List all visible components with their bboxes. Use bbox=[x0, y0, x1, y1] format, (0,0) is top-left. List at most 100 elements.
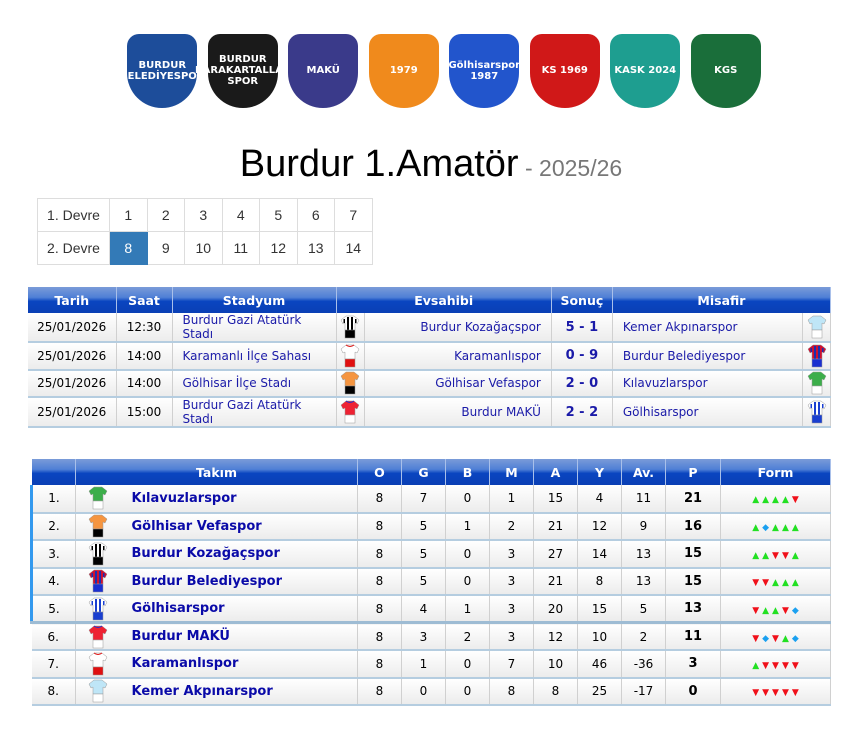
stadium-link[interactable]: Karamanlı İlçe Sahası bbox=[172, 342, 337, 371]
week-link[interactable]: 12 bbox=[259, 231, 298, 265]
points: 15 bbox=[665, 567, 721, 596]
draw-diamond-icon: ◆ bbox=[762, 633, 770, 644]
loss-down-icon: ▼ bbox=[772, 688, 779, 699]
stat-b: 0 bbox=[445, 540, 490, 569]
week-link[interactable]: 4 bbox=[221, 198, 260, 232]
week-link[interactable]: 14 bbox=[334, 231, 373, 265]
stat-o: 8 bbox=[357, 485, 402, 514]
team-kit-icon bbox=[75, 485, 120, 514]
col-stadium: Stadyum bbox=[172, 287, 337, 313]
away-team-link[interactable]: Kemer Akpınarspor bbox=[612, 313, 804, 343]
match-result[interactable]: 0 - 9 bbox=[551, 342, 613, 371]
points: 0 bbox=[665, 677, 721, 706]
club-logo: BURDUR KARAKARTALLAR SPOR bbox=[195, 28, 291, 113]
team-link[interactable]: Burdur Kozağaçspor bbox=[119, 540, 358, 569]
stadium-link[interactable]: Burdur Gazi Atatürk Stadı bbox=[172, 313, 337, 343]
stat-g: 0 bbox=[401, 677, 446, 706]
home-team-link[interactable]: Gölhisar Vefaspor bbox=[364, 369, 552, 398]
week-link[interactable]: 9 bbox=[146, 231, 185, 265]
form-indicators: ▼ ▼ ▼ ▼ ▼ bbox=[720, 677, 831, 706]
club-logo: BURDUR BELEDİYESPOR bbox=[120, 28, 205, 113]
team-kit-icon bbox=[75, 567, 120, 596]
col-goal-diff: Av. bbox=[621, 459, 666, 485]
team-link[interactable]: Burdur MAKÜ bbox=[119, 622, 358, 651]
team-link[interactable]: Kılavuzlarspor bbox=[119, 485, 358, 514]
team-kit-icon bbox=[75, 512, 120, 541]
stat-a: 12 bbox=[533, 622, 578, 651]
club-logo: MAKÜ bbox=[283, 28, 364, 113]
team-link[interactable]: Burdur Belediyespor bbox=[119, 567, 358, 596]
loss-down-icon: ▼ bbox=[762, 578, 770, 589]
match-date: 25/01/2026 bbox=[28, 313, 117, 343]
stat-av: 13 bbox=[621, 540, 666, 569]
position: 1. bbox=[30, 485, 76, 514]
col-time: Saat bbox=[116, 287, 173, 313]
loss-down-icon: ▼ bbox=[772, 660, 779, 671]
stat-o: 8 bbox=[357, 540, 402, 569]
win-up-icon: ▲ bbox=[791, 578, 799, 589]
away-kit-icon bbox=[802, 342, 831, 371]
club-logo: KGS bbox=[686, 28, 767, 113]
stat-av: 11 bbox=[621, 485, 666, 514]
position: 2. bbox=[30, 512, 76, 541]
week-link[interactable]: 3 bbox=[184, 198, 223, 232]
club-badge-icon: 1979 bbox=[368, 33, 439, 108]
stat-a: 15 bbox=[533, 485, 578, 514]
col-drawn: B bbox=[445, 459, 490, 485]
stadium-link[interactable]: Gölhisar İlçe Stadı bbox=[172, 369, 337, 398]
club-badge-icon: KASK 2024 bbox=[610, 33, 681, 108]
page-title: Burdur 1.Amatör - 2025/26 bbox=[0, 143, 862, 186]
week-link[interactable]: 13 bbox=[296, 231, 335, 265]
stat-av: 5 bbox=[621, 595, 666, 624]
stat-a: 21 bbox=[533, 512, 578, 541]
week-link[interactable]: 2 bbox=[146, 198, 185, 232]
win-up-icon: ▲ bbox=[752, 660, 760, 671]
match-date: 25/01/2026 bbox=[28, 342, 117, 371]
club-badge-icon: BURDUR BELEDİYESPOR bbox=[120, 33, 205, 108]
team-link[interactable]: Kemer Akpınarspor bbox=[119, 677, 358, 706]
match-result[interactable]: 2 - 0 bbox=[551, 369, 613, 398]
col-points: P bbox=[665, 459, 721, 485]
team-link[interactable]: Gölhisar Vefaspor bbox=[119, 512, 358, 541]
away-team-link[interactable]: Kılavuzlarspor bbox=[612, 369, 804, 398]
match-result[interactable]: 5 - 1 bbox=[551, 313, 613, 343]
week-link[interactable]: 7 bbox=[334, 198, 373, 232]
loss-down-icon: ▼ bbox=[752, 605, 760, 616]
week-link[interactable]: 1 bbox=[109, 198, 148, 232]
week-link[interactable]: 11 bbox=[221, 231, 260, 265]
home-team-link[interactable]: Karamanlıspor bbox=[364, 342, 552, 371]
stadium-link[interactable]: Burdur Gazi Atatürk Stadı bbox=[172, 397, 337, 428]
form-indicators: ▲ ▲ ▼ ▼ ▲ bbox=[720, 540, 831, 569]
week-link[interactable]: 5 bbox=[259, 198, 298, 232]
match-time: 15:00 bbox=[116, 397, 173, 428]
team-link[interactable]: Gölhisarspor bbox=[119, 595, 358, 624]
away-team-link[interactable]: Burdur Belediyespor bbox=[612, 342, 804, 371]
away-kit-icon bbox=[802, 397, 831, 428]
draw-diamond-icon: ◆ bbox=[791, 633, 799, 644]
week-link[interactable]: 10 bbox=[184, 231, 223, 265]
match-result[interactable]: 2 - 2 bbox=[551, 397, 613, 428]
loss-down-icon: ▼ bbox=[781, 550, 789, 561]
position: 8. bbox=[31, 677, 76, 706]
away-kit-icon bbox=[802, 369, 831, 398]
week-link[interactable]: 8 bbox=[109, 231, 148, 265]
win-up-icon: ▲ bbox=[791, 523, 799, 534]
loss-down-icon: ▼ bbox=[752, 633, 760, 644]
club-badge-icon: KS 1969 bbox=[529, 33, 600, 108]
home-team-link[interactable]: Burdur MAKÜ bbox=[364, 397, 552, 428]
team-link[interactable]: Karamanlıspor bbox=[119, 650, 358, 679]
team-kit-icon bbox=[75, 540, 120, 569]
away-kit-icon bbox=[802, 313, 831, 343]
stat-o: 8 bbox=[357, 622, 402, 651]
club-logo: Gölhisarspor 1987 bbox=[444, 28, 525, 113]
stat-m: 8 bbox=[489, 677, 534, 706]
stat-g: 5 bbox=[401, 567, 446, 596]
club-logo: 1979 bbox=[364, 28, 445, 113]
away-team-link[interactable]: Gölhisarspor bbox=[612, 397, 804, 428]
stat-g: 7 bbox=[401, 485, 446, 514]
stat-o: 8 bbox=[357, 677, 402, 706]
loss-down-icon: ▼ bbox=[791, 660, 799, 671]
home-team-link[interactable]: Burdur Kozağaçspor bbox=[364, 313, 552, 343]
stat-a: 10 bbox=[533, 650, 578, 679]
week-link[interactable]: 6 bbox=[296, 198, 335, 232]
